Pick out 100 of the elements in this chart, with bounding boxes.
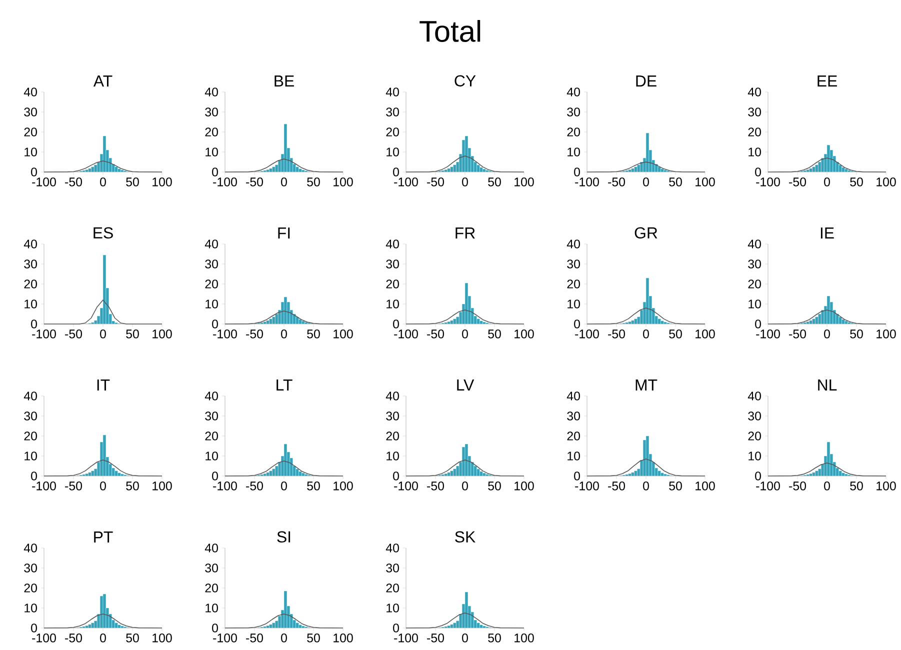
x-tick-label: -100 [756, 330, 780, 338]
x-tick-label: -100 [32, 482, 56, 490]
chart-title: SI [277, 531, 290, 543]
x-tick-label: -50 [65, 178, 82, 186]
x-tick-label: 0 [100, 330, 106, 338]
y-tick-label: 30 [567, 260, 580, 268]
x-tick-label: -100 [756, 178, 780, 186]
x-tick-label: 50 [488, 178, 501, 186]
y-tick-label: 0 [393, 472, 399, 480]
y-tick-label: 30 [748, 108, 761, 116]
y-tick-label: 20 [205, 584, 218, 592]
y-tick-label: 0 [212, 168, 218, 176]
y-tick-label: 10 [748, 148, 761, 156]
x-tick-label: -100 [394, 330, 418, 338]
x-tick-label: 50 [307, 634, 320, 642]
x-tick-label: -50 [789, 482, 806, 490]
y-tick-label: 30 [386, 412, 399, 420]
x-tick-label: 50 [126, 482, 139, 490]
x-tick-label: -100 [575, 482, 599, 490]
y-tick-label: 0 [574, 472, 580, 480]
y-tick-label: 30 [386, 108, 399, 116]
y-tick-label: 10 [24, 148, 37, 156]
x-tick-label: 100 [514, 178, 534, 186]
x-tick-label: -100 [213, 330, 237, 338]
y-tick-label: 20 [24, 432, 37, 440]
x-tick-label: 50 [850, 330, 863, 338]
y-tick-label: 20 [386, 280, 399, 288]
y-tick-label: 40 [204, 240, 218, 248]
chart-title: IE [820, 228, 834, 238]
y-tick-label: 0 [31, 168, 37, 176]
x-tick-label: -100 [213, 482, 237, 490]
chart-title: PT [94, 532, 113, 543]
x-tick-label: 0 [643, 330, 649, 338]
x-tick-label: 0 [281, 330, 287, 338]
x-tick-label: 50 [126, 178, 139, 186]
chart-title: FR [456, 228, 475, 238]
y-tick-label: 40 [566, 392, 580, 400]
y-tick-label: 10 [748, 300, 761, 308]
x-tick-label: 50 [488, 482, 501, 490]
x-tick-label: 100 [334, 482, 353, 490]
y-tick-label: 30 [24, 108, 37, 116]
x-tick-label: 0 [462, 482, 468, 490]
y-tick-label: 20 [386, 128, 399, 136]
x-tick-label: -50 [427, 482, 444, 490]
x-tick-label: -50 [608, 482, 626, 490]
x-tick-label: 0 [643, 178, 649, 186]
x-tick-label: -100 [394, 482, 418, 490]
x-tick-label: 100 [334, 634, 353, 642]
x-tick-label: -50 [65, 330, 82, 338]
x-tick-label: -50 [65, 482, 82, 490]
y-tick-label: 10 [206, 148, 218, 156]
x-tick-label: 100 [152, 330, 172, 338]
x-tick-label: 50 [669, 178, 682, 186]
x-tick-label: 0 [281, 482, 287, 490]
x-tick-label: 0 [824, 330, 830, 338]
y-tick-label: 40 [566, 88, 580, 96]
y-tick-label: 20 [205, 280, 218, 288]
x-tick-label: -50 [246, 634, 264, 642]
y-tick-label: 20 [205, 432, 218, 440]
x-tick-label: 100 [696, 178, 715, 186]
y-tick-label: 30 [205, 260, 218, 268]
y-tick-label: 30 [567, 412, 580, 420]
y-tick-label: 30 [205, 108, 218, 116]
y-tick-label: 30 [205, 412, 218, 420]
y-tick-label: 40 [386, 544, 399, 552]
chart-title: EE [818, 76, 837, 86]
x-tick-label: -50 [427, 634, 444, 642]
x-tick-label: 0 [462, 634, 468, 642]
y-tick-label: 0 [755, 168, 761, 176]
x-tick-label: -100 [213, 178, 237, 186]
x-tick-label: 0 [281, 634, 287, 642]
x-tick-label: -100 [32, 330, 56, 338]
chart-title: CY [454, 75, 476, 86]
x-tick-label: 0 [100, 634, 106, 642]
x-tick-label: -50 [427, 330, 444, 338]
y-tick-label: 0 [574, 168, 580, 176]
x-tick-label: 100 [514, 330, 534, 338]
x-tick-label: 50 [307, 330, 320, 338]
y-tick-label: 30 [748, 260, 761, 268]
y-tick-label: 40 [748, 392, 761, 400]
chart-title: SK [455, 531, 476, 543]
x-tick-label: -100 [575, 178, 599, 186]
x-tick-label: 100 [876, 482, 896, 490]
x-tick-label: -50 [65, 634, 82, 642]
y-tick-label: 40 [386, 88, 399, 96]
x-tick-label: 100 [334, 178, 353, 186]
x-tick-label: 50 [307, 178, 320, 186]
x-tick-label: 100 [152, 634, 172, 642]
y-tick-label: 30 [386, 564, 399, 572]
x-tick-label: 0 [462, 330, 468, 338]
y-tick-label: 10 [24, 604, 37, 612]
y-tick-label: 0 [31, 472, 37, 480]
x-tick-label: -50 [789, 178, 806, 186]
y-tick-label: 10 [748, 452, 761, 460]
x-tick-label: 100 [514, 482, 534, 490]
y-tick-label: 40 [204, 392, 218, 400]
y-tick-label: 20 [386, 432, 399, 440]
y-tick-label: 40 [566, 240, 580, 248]
x-tick-label: 100 [696, 482, 715, 490]
y-tick-label: 20 [567, 432, 580, 440]
